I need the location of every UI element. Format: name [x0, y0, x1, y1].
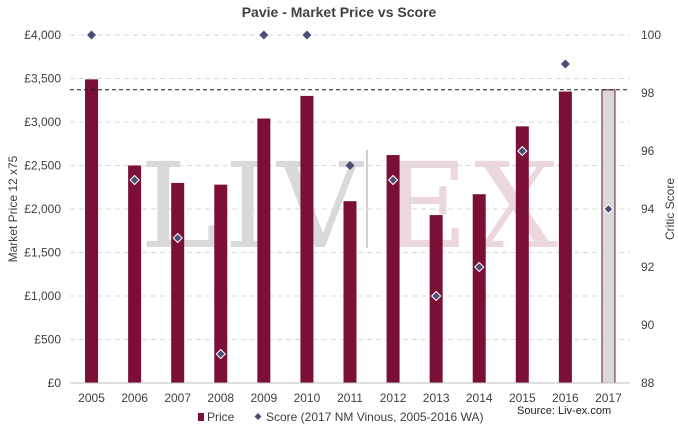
score-point-2007: [172, 232, 183, 244]
price-bar-2007: [171, 182, 185, 383]
price-bar-2015: [515, 126, 529, 383]
score-point-2010: [302, 30, 312, 40]
price-bar-2009: [257, 118, 271, 384]
x-tick-label: 2009: [250, 391, 277, 405]
legend-score-label: Score (2017 NM Vinous, 2005-2016 WA): [266, 410, 483, 424]
price-bar-2011: [343, 201, 357, 383]
y-tick-label: £3,500: [24, 72, 61, 86]
price-bar-2012: [386, 155, 400, 383]
y2-tick-label: 98: [641, 86, 655, 100]
price-bar-2010: [300, 95, 314, 384]
y-tick-label: £1,000: [24, 289, 61, 303]
price-bar-2014: [472, 194, 486, 383]
price-bar-2008: [214, 184, 228, 383]
y2-tick-label: 88: [641, 376, 655, 390]
y2-tick-label: 90: [641, 318, 655, 332]
score-point-2009: [259, 30, 269, 40]
y2-tick-label: 100: [641, 28, 661, 42]
price-bars: [85, 79, 616, 384]
score-point-2005: [87, 30, 97, 40]
x-tick-label: 2013: [423, 391, 450, 405]
x-tick-label: 2007: [164, 391, 191, 405]
y-tick-label: £3,000: [24, 115, 61, 129]
y-tick-label: £1,500: [24, 246, 61, 260]
score-point-2015: [517, 145, 528, 157]
right-axis-ticks: 88 90 92 94 96 98 100: [641, 28, 661, 390]
x-axis-ticks: 2005 2006 2007 2008 2009 2010 2011 2012 2013 2014…: [78, 391, 622, 405]
chart-title: Pavie - Market Price vs Score: [242, 4, 437, 20]
x-tick-label: 2015: [509, 391, 536, 405]
y2-tick-label: 94: [641, 202, 655, 216]
score-points: [87, 30, 614, 360]
x-tick-label: 2008: [207, 391, 234, 405]
y2-tick-label: 96: [641, 144, 655, 158]
x-tick-label: 2011: [337, 391, 363, 405]
score-point-2008: [215, 348, 226, 360]
x-tick-label: 2016: [552, 391, 579, 405]
score-point-2011: [345, 161, 355, 170]
y2-tick-label: 92: [641, 260, 655, 274]
y-tick-label: £2,500: [24, 159, 61, 173]
score-point-2013: [430, 290, 442, 302]
y-tick-label: £500: [34, 333, 61, 347]
y2-axis-label: Critic Score: [663, 178, 677, 240]
x-tick-label: 2005: [78, 391, 105, 405]
price-bar-2017: [601, 89, 616, 384]
price-bar-2016: [558, 91, 572, 384]
source-note: Source: Liv-ex.com: [517, 405, 611, 417]
score-point-2014: [474, 261, 485, 273]
score-point-2006: [129, 174, 140, 186]
y-tick-label: £4,000: [24, 28, 61, 42]
y-tick-label: £2,000: [24, 202, 61, 216]
score-point-2012: [387, 174, 399, 186]
price-bar-2005: [85, 79, 99, 384]
x-tick-label: 2017: [595, 391, 622, 405]
legend-price-label: Price: [207, 410, 235, 424]
price-bar-2006: [128, 165, 142, 383]
x-tick-label: 2010: [294, 391, 321, 405]
left-axis-ticks: £0 £500 £1,000 £1,500 £2,000 £2,500 £3,000 £3,5…: [24, 28, 61, 390]
y-axis-label: Market Price 12 x75: [6, 155, 20, 262]
score-point-2016: [560, 59, 570, 69]
x-tick-label: 2006: [121, 391, 148, 405]
x-tick-label: 2014: [466, 391, 493, 405]
x-tick-label: 2012: [380, 391, 407, 405]
y-tick-label: £0: [48, 376, 62, 390]
legend: Price Score (2017 NM Vinous, 2005-2016 W…: [198, 410, 483, 424]
score-point-2017: [603, 203, 614, 215]
legend-score-marker: [254, 413, 262, 420]
legend-price-swatch: [198, 413, 204, 421]
